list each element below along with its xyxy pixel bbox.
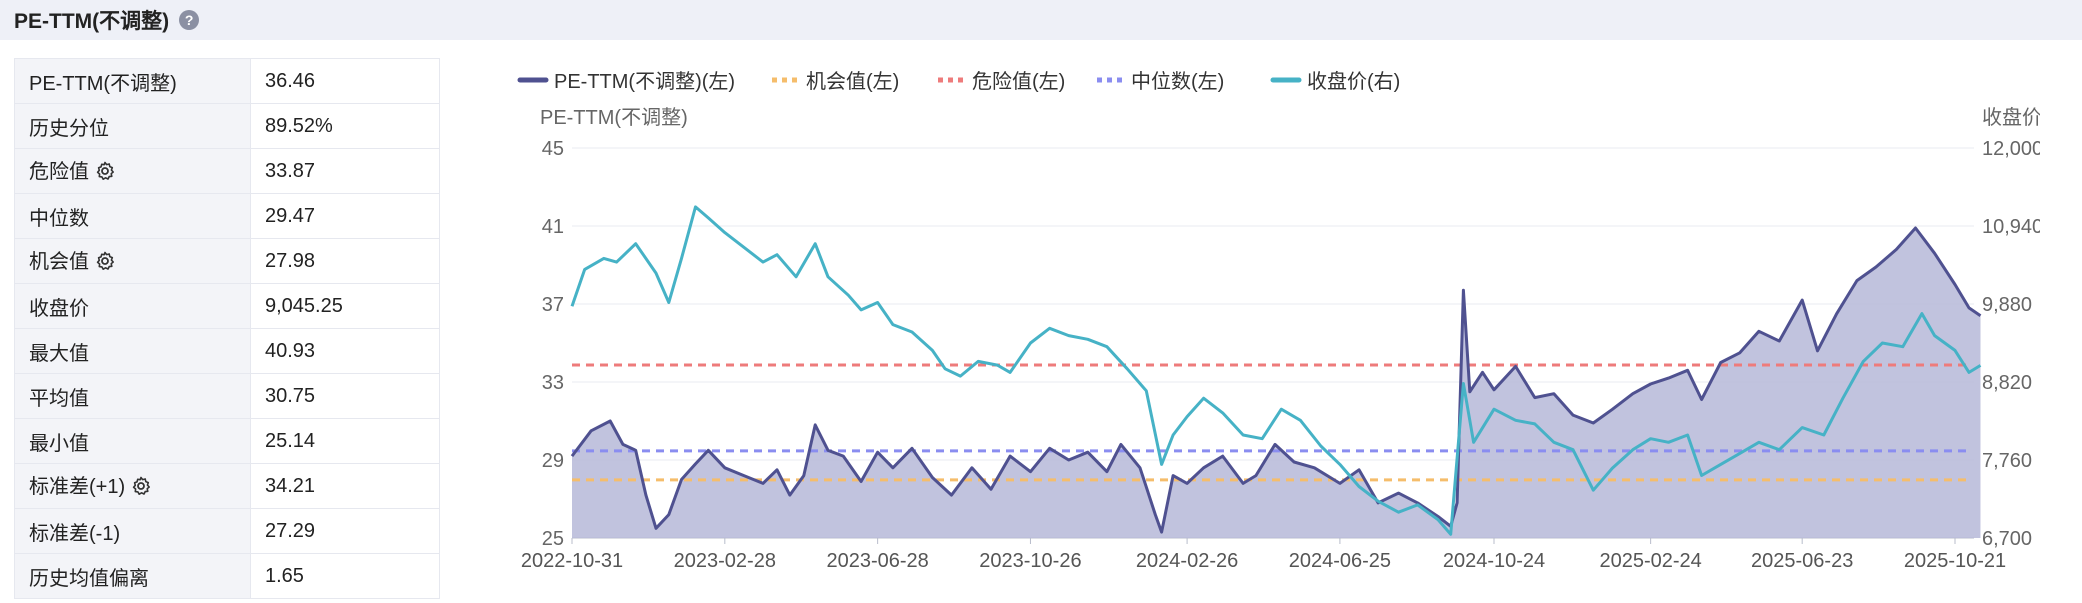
stats-label: 平均值 — [29, 387, 89, 410]
y-right-tick-label: 9,880 — [1982, 294, 2032, 316]
stats-label: 机会值 — [29, 251, 89, 273]
stats-label: 最大值 — [29, 342, 89, 365]
stats-row: 历史分位 89.52% — [14, 103, 440, 149]
stats-label-cell: 收盘价 — [14, 283, 251, 329]
stats-label-cell: 历史分位 — [14, 103, 251, 149]
stats-value: 25.14 — [250, 418, 440, 464]
pe-area — [572, 228, 1981, 538]
stats-label: 中位数 — [29, 207, 89, 230]
pe-chart: 45 12,000 41 10,940 37 9,880 33 8,820 29 7,760 25 6… — [517, 70, 2040, 572]
y-right-tick-label: 8,820 — [1982, 372, 2032, 394]
stats-row: 机会值 27.98 — [14, 238, 440, 284]
stats-value: 9,045.25 — [250, 283, 440, 329]
stats-label-cell: 最小值 — [14, 418, 251, 464]
y-left-tick-label: 45 — [542, 138, 564, 160]
stats-value: 33.87 — [250, 148, 440, 194]
stats-value: 27.98 — [250, 238, 440, 284]
stats-row: 收盘价 9,045.25 — [14, 283, 440, 329]
stats-label-cell: 平均值 — [14, 373, 251, 419]
y-right-tick-label: 12,000 — [1982, 138, 2040, 160]
stats-value: 30.75 — [250, 373, 440, 419]
stats-value: 89.52% — [250, 103, 440, 149]
stats-label: 收盘价 — [29, 297, 89, 320]
y-left-tick-label: 25 — [542, 528, 564, 550]
y-left-tick-label: 41 — [542, 216, 564, 238]
stats-value: 40.93 — [250, 328, 440, 374]
stats-value: 36.46 — [250, 58, 440, 104]
gear-icon[interactable] — [95, 161, 115, 187]
stats-row: PE-TTM(不调整) 36.46 — [14, 58, 440, 104]
stats-label: 历史均值偏离 — [29, 567, 149, 590]
y-right-axis-label: 收盘价 — [1982, 106, 2040, 129]
y-left-axis-label: PE-TTM(不调整) — [540, 106, 688, 129]
question-circle-icon[interactable]: ? — [179, 10, 200, 30]
y-right-tick-label: 7,760 — [1982, 450, 2032, 472]
legend-label: PE-TTM(不调整)(左) — [554, 70, 735, 93]
legend-label: 收盘价(右) — [1307, 70, 1400, 93]
x-tick-label: 2024-06-25 — [1289, 550, 1391, 572]
stats-row: 中位数 29.47 — [14, 193, 440, 239]
stats-row: 危险值 33.87 — [14, 148, 440, 194]
gear-icon[interactable] — [131, 476, 151, 502]
stats-row: 最小值 25.14 — [14, 418, 440, 464]
stats-label-cell: 标准差(-1) — [14, 508, 251, 554]
stats-label: 历史分位 — [29, 117, 109, 140]
stats-label: 危险值 — [29, 161, 89, 183]
stats-row: 历史均值偏离 1.65 — [14, 553, 440, 599]
stats-value: 29.47 — [250, 193, 440, 239]
x-tick-label: 2023-06-28 — [826, 550, 928, 572]
y-left-tick-label: 29 — [542, 450, 564, 472]
x-tick-label: 2023-10-26 — [979, 550, 1081, 572]
legend-label: 中位数(左) — [1131, 70, 1224, 93]
y-left-tick-label: 33 — [542, 372, 564, 394]
stats-label: 最小值 — [29, 432, 89, 455]
x-tick-label: 2025-02-24 — [1599, 550, 1701, 572]
x-tick-label: 2024-02-26 — [1136, 550, 1238, 572]
stats-label: PE-TTM(不调整) — [29, 72, 177, 95]
stats-label: 标准差(+1) — [29, 476, 126, 498]
stats-label-cell: PE-TTM(不调整) — [14, 58, 251, 104]
stats-row: 平均值 30.75 — [14, 373, 440, 419]
y-right-tick-label: 10,940 — [1982, 216, 2040, 238]
page-header: PE-TTM(不调整) ? — [0, 0, 2082, 40]
x-tick-label: 2025-10-21 — [1904, 550, 2006, 572]
x-tick-label: 2022-10-31 — [521, 550, 623, 572]
gear-icon[interactable] — [95, 251, 115, 277]
stats-label-cell: 历史均值偏离 — [14, 553, 251, 599]
stats-value: 27.29 — [250, 508, 440, 554]
x-tick-label: 2023-02-28 — [674, 550, 776, 572]
close-price-line — [570, 205, 1982, 536]
stats-label: 标准差(-1) — [29, 522, 121, 545]
stats-row: 标准差(-1) 27.29 — [14, 508, 440, 554]
page-title: PE-TTM(不调整) — [14, 10, 170, 33]
y-left-tick-label: 37 — [542, 294, 564, 316]
stats-label-cell: 危险值 — [14, 148, 251, 194]
stats-row: 标准差(+1) 34.21 — [14, 463, 440, 509]
legend-label: 机会值(左) — [806, 70, 899, 93]
stats-label-cell: 机会值 — [14, 238, 251, 284]
stats-label-cell: 中位数 — [14, 193, 251, 239]
stats-table: PE-TTM(不调整) 36.46 历史分位 89.52% 危险值 33.87 中位数 29.… — [14, 58, 440, 599]
y-right-tick-label: 6,700 — [1982, 528, 2032, 550]
stats-value: 34.21 — [250, 463, 440, 509]
stats-label-cell: 标准差(+1) — [14, 463, 251, 509]
stats-label-cell: 最大值 — [14, 328, 251, 374]
x-tick-label: 2024-10-24 — [1443, 550, 1545, 572]
pe-line — [570, 226, 1982, 534]
x-tick-label: 2025-06-23 — [1751, 550, 1853, 572]
stats-value: 1.65 — [250, 553, 440, 599]
legend-label: 危险值(左) — [972, 70, 1065, 93]
stats-row: 最大值 40.93 — [14, 328, 440, 374]
